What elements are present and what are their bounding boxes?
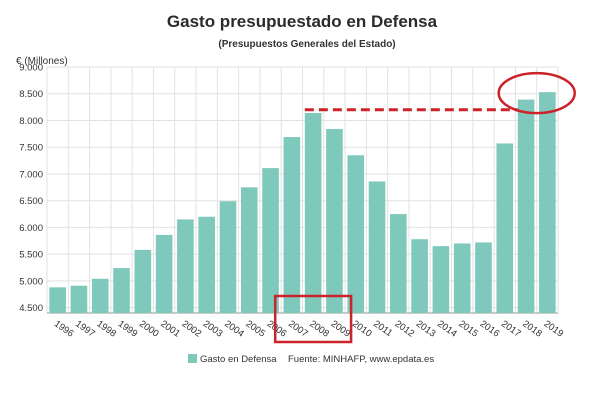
x-tick-label: 2008 [307,318,331,339]
bars-layer [49,92,556,314]
x-tick-label: 2012 [393,318,417,339]
x-tick-label: 1998 [95,318,119,339]
x-tick-label: 2016 [478,318,502,339]
x-tick-label: 2002 [180,318,204,339]
x-tick-labels: 1996199719981999200020012002200320042005… [52,318,565,339]
bar [113,268,130,313]
y-tick-label: 9.000 [19,63,43,74]
bar [198,216,215,313]
x-tick-label: 2004 [222,318,246,339]
bar [411,239,428,313]
bar [453,243,471,313]
x-tick-label: 1997 [73,318,97,339]
x-tick-label: 2013 [414,318,438,339]
x-tick-label: 2014 [435,318,459,339]
highlight-ellipse [497,71,576,115]
annotations-layer [273,71,576,344]
highlight-rectangle [273,294,353,344]
bar [304,112,322,313]
bar [347,155,365,313]
bar [240,187,258,313]
y-tick-label: 4.500 [19,303,43,314]
bar [517,99,535,314]
y-tick-label: 6.500 [19,196,43,207]
chart-title: Gasto presupuestado en Defensa [167,12,438,31]
bar [177,219,194,313]
x-tick-label: 1999 [116,318,140,339]
x-tick-label: 2018 [520,318,544,339]
y-tick-label: 5.000 [19,276,43,287]
legend-swatch [188,354,197,363]
x-tick-label: 2003 [201,318,225,339]
y-tick-label: 5.500 [19,250,43,261]
x-tick-label: 2007 [286,318,310,339]
bar [390,214,407,313]
legend-label: Gasto en Defensa [200,354,277,365]
bar [496,143,514,313]
bar [539,92,556,313]
y-tick-label: 8.000 [19,116,43,127]
x-tick-label: 2017 [499,318,523,339]
bar [70,285,88,313]
x-tick-label: 2019 [542,318,566,339]
x-tick-label: 2015 [456,318,480,339]
y-tick-label: 8.500 [19,89,43,100]
bar [219,201,237,313]
y-tick-label: 7.000 [19,169,43,180]
x-tick-label: 2009 [329,318,353,339]
bar [134,249,152,313]
y-tick-label: 6.000 [19,223,43,234]
y-axis-label: € (Millones) [16,56,68,67]
bar [475,242,492,313]
legend: Gasto en Defensa [188,354,277,365]
x-tick-label: 2011 [371,318,394,339]
x-tick-label: 2006 [265,318,289,339]
x-tick-label: 2000 [137,318,161,339]
bar [432,246,450,313]
bar [326,129,343,313]
grid-layer [46,66,559,314]
source-note: Fuente: MINHAFP, www.epdata.es [288,354,434,365]
x-tick-label: 2010 [350,318,374,339]
bar [155,234,173,313]
bar [49,287,66,313]
y-tick-label: 7.500 [19,143,43,154]
bar [262,168,279,313]
x-tick-label: 2005 [244,318,268,339]
bar [91,278,109,313]
x-tick-label: 2001 [158,318,182,339]
bar [368,181,386,313]
chart-subtitle: (Presupuestos Generales del Estado) [218,39,395,50]
x-tick-label: 1996 [52,318,76,339]
y-tick-labels: 4.500 5.000 5.500 6.000 6.500 7.000 7.500 8.000… [19,63,43,315]
bar [283,137,301,313]
